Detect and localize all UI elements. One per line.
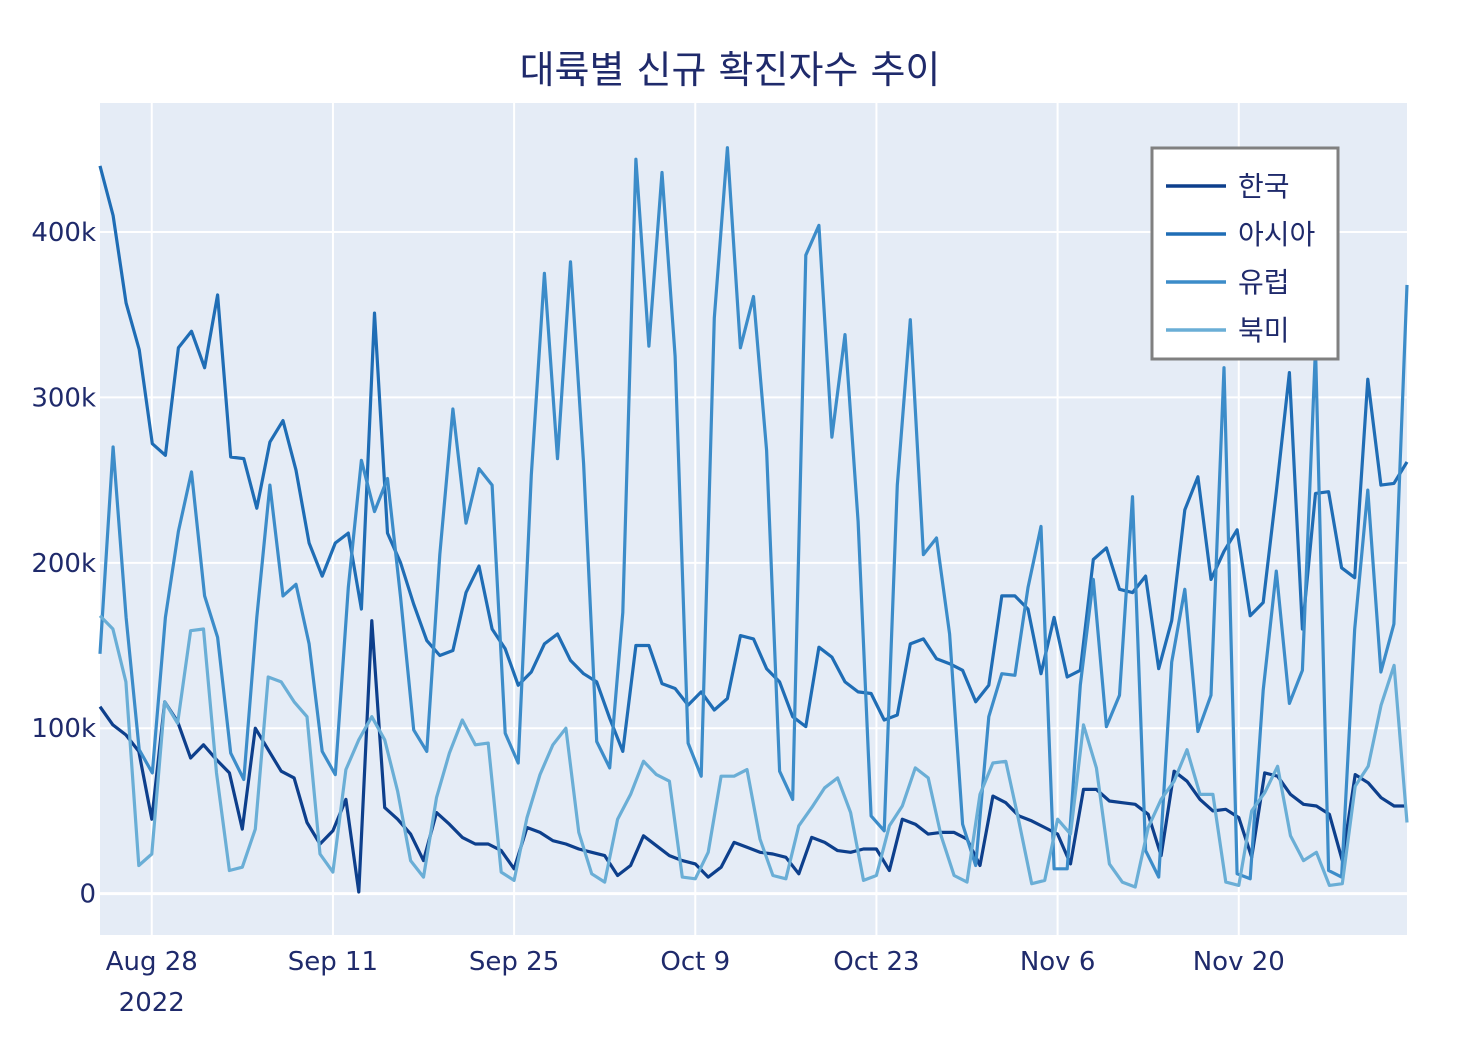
series-line-3 <box>98 614 1409 889</box>
y-tick-label: 0 <box>79 880 96 910</box>
y-tick-label: 200k <box>31 549 96 579</box>
legend-box <box>1150 146 1340 361</box>
x-tick-year-label: 2022 <box>119 988 185 1018</box>
y-tick-label: 400k <box>31 218 96 248</box>
series-line-1 <box>98 165 1409 754</box>
legend-label: 아시아 <box>1238 218 1315 251</box>
x-tick-label: Nov 20 <box>1193 947 1285 977</box>
x-tick-label: Sep 11 <box>288 947 378 977</box>
legend-label: 한국 <box>1238 170 1290 203</box>
legend-label: 유럽 <box>1238 266 1290 299</box>
y-tick-labels: 0 100k 200k 300k 400k <box>31 218 96 910</box>
x-gridlines <box>150 103 1240 935</box>
chart-title: 대륙별 신규 확진자수 추이 <box>520 48 941 92</box>
y-tick-label: 100k <box>31 714 96 744</box>
x-tick-label: Oct 9 <box>660 947 730 977</box>
x-tick-label: Nov 6 <box>1020 947 1096 977</box>
series-lines <box>98 146 1409 894</box>
x-tick-label: Oct 23 <box>833 947 919 977</box>
x-tick-label: Aug 28 <box>106 947 198 977</box>
x-tick-labels: Aug 28 2022 Sep 11 Sep 25 Oct 9 Oct 23 Nov 6 No… <box>106 947 1285 1018</box>
x-tick-label: Sep 25 <box>469 947 559 977</box>
y-tick-label: 300k <box>31 383 96 413</box>
legend-label: 북미 <box>1238 314 1290 347</box>
series-line-2 <box>98 146 1409 881</box>
